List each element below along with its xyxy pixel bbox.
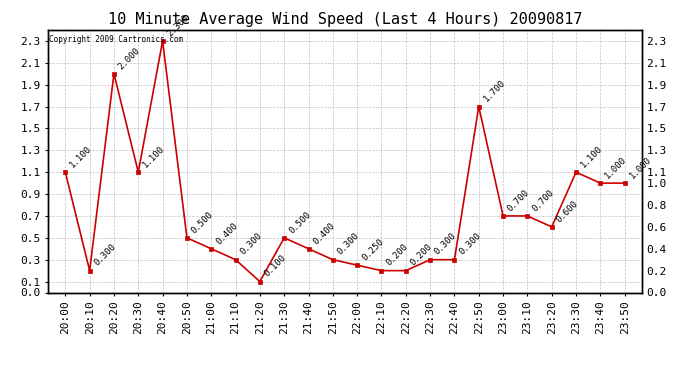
Text: 1.000: 1.000 [627, 155, 653, 180]
Text: 0.200: 0.200 [408, 243, 434, 268]
Text: Copyright 2009 Cartronics.com: Copyright 2009 Cartronics.com [50, 35, 184, 44]
Text: 1.700: 1.700 [482, 78, 507, 104]
Text: 0.250: 0.250 [360, 237, 385, 262]
Text: 0.300: 0.300 [433, 231, 458, 257]
Text: 0.700: 0.700 [506, 188, 531, 213]
Text: 1.100: 1.100 [141, 144, 166, 170]
Text: 2.000: 2.000 [117, 46, 142, 71]
Text: 0.400: 0.400 [311, 220, 337, 246]
Text: 0.300: 0.300 [238, 231, 264, 257]
Text: 0.300: 0.300 [335, 231, 361, 257]
Text: 0.100: 0.100 [263, 254, 288, 279]
Text: 1.000: 1.000 [603, 155, 629, 180]
Title: 10 Minute Average Wind Speed (Last 4 Hours) 20090817: 10 Minute Average Wind Speed (Last 4 Hou… [108, 12, 582, 27]
Text: 0.500: 0.500 [287, 210, 313, 235]
Text: 0.400: 0.400 [214, 220, 239, 246]
Text: 0.300: 0.300 [92, 243, 118, 268]
Text: 1.100: 1.100 [579, 144, 604, 170]
Text: 0.300: 0.300 [457, 231, 482, 257]
Text: 0.700: 0.700 [530, 188, 555, 213]
Text: 2.300: 2.300 [166, 13, 190, 38]
Text: 0.500: 0.500 [190, 210, 215, 235]
Text: 0.200: 0.200 [384, 243, 410, 268]
Text: 0.600: 0.600 [555, 199, 580, 224]
Text: 1.100: 1.100 [68, 144, 93, 170]
